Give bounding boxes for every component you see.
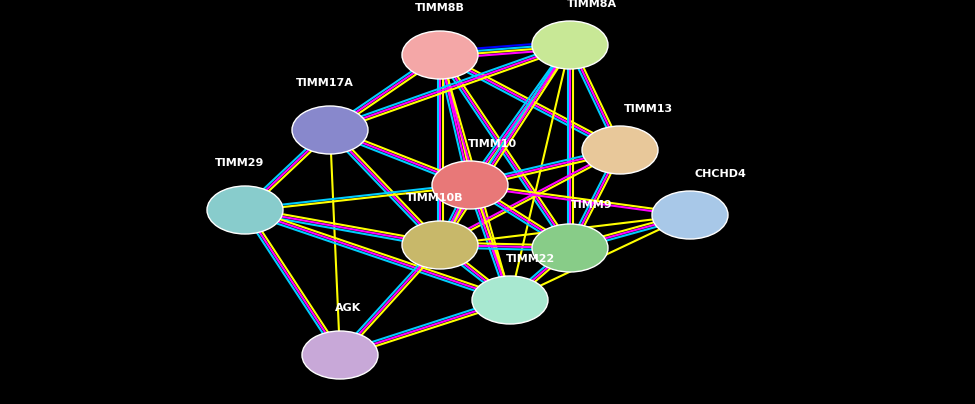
Ellipse shape: [652, 191, 728, 239]
Text: TIMM10B: TIMM10B: [407, 193, 464, 203]
Ellipse shape: [292, 106, 368, 154]
Ellipse shape: [432, 161, 508, 209]
Ellipse shape: [472, 276, 548, 324]
Text: TIMM13: TIMM13: [623, 104, 673, 114]
Text: TIMM22: TIMM22: [505, 254, 555, 264]
Text: TIMM8B: TIMM8B: [415, 3, 465, 13]
Text: TIMM10: TIMM10: [467, 139, 517, 149]
Ellipse shape: [302, 331, 378, 379]
Text: TIMM8A: TIMM8A: [566, 0, 617, 9]
Text: TIMM29: TIMM29: [215, 158, 264, 168]
Text: TIMM17A: TIMM17A: [296, 78, 354, 88]
Ellipse shape: [532, 224, 608, 272]
Text: AGK: AGK: [334, 303, 361, 313]
Text: TIMM9: TIMM9: [571, 200, 613, 210]
Ellipse shape: [532, 21, 608, 69]
Text: CHCHD4: CHCHD4: [694, 169, 746, 179]
Ellipse shape: [207, 186, 283, 234]
Ellipse shape: [582, 126, 658, 174]
Ellipse shape: [402, 31, 478, 79]
Ellipse shape: [402, 221, 478, 269]
